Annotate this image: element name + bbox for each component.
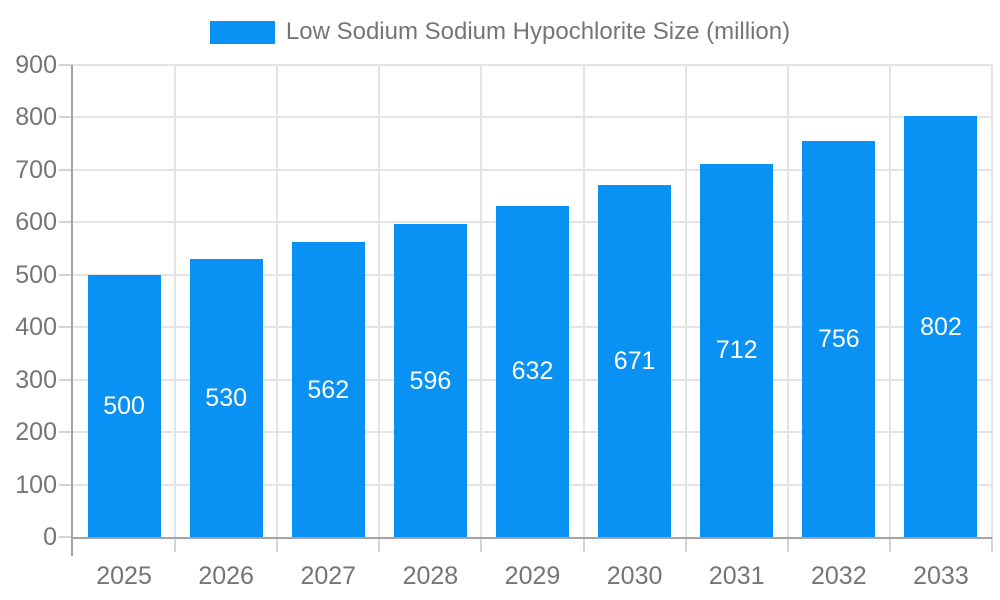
bar-value-label: 632	[511, 357, 554, 386]
y-tick-label: 200	[15, 418, 57, 447]
x-tick	[582, 537, 585, 552]
x-gridline	[276, 65, 279, 537]
x-gridline	[582, 65, 585, 537]
legend[interactable]: Low Sodium Sodium Hypochlorite Size (mil…	[0, 18, 1000, 46]
bar[interactable]	[87, 274, 161, 537]
bar[interactable]	[393, 224, 467, 537]
x-tick	[480, 537, 483, 552]
y-tick	[59, 273, 73, 276]
x-gridline	[786, 65, 789, 537]
y-tick-label: 100	[15, 470, 57, 499]
y-tick	[59, 536, 73, 538]
legend-swatch-icon	[209, 20, 275, 44]
x-gridline	[888, 65, 891, 537]
y-tick-label: 300	[15, 365, 57, 394]
bar[interactable]	[598, 185, 672, 537]
bar-value-label: 530	[205, 384, 248, 413]
y-tick-label: 900	[15, 51, 57, 79]
x-tick-label: 2027	[300, 562, 357, 590]
bar-value-label: 596	[409, 366, 452, 395]
y-tick	[59, 431, 73, 434]
bar-value-label: 562	[307, 375, 350, 404]
bar[interactable]	[700, 163, 774, 537]
x-tick-label: 2029	[504, 562, 561, 590]
bar[interactable]	[904, 116, 978, 537]
x-tick	[684, 537, 687, 552]
bar-value-label: 756	[817, 324, 860, 353]
x-gridline	[991, 65, 993, 537]
bar-value-label: 500	[103, 391, 145, 420]
bar[interactable]	[189, 259, 263, 537]
y-tick-label: 800	[15, 103, 57, 132]
y-gridline	[73, 64, 992, 66]
x-tick	[786, 537, 789, 552]
x-tick-label: 2025	[96, 562, 152, 590]
y-axis-line	[71, 65, 73, 556]
y-tick	[59, 483, 73, 486]
x-tick	[888, 537, 891, 552]
bar-value-label: 712	[715, 336, 758, 365]
x-gridline	[174, 65, 177, 537]
x-tick-label: 2032	[811, 562, 867, 590]
x-gridline	[378, 65, 381, 537]
x-gridline	[480, 65, 483, 537]
y-tick-label: 0	[43, 523, 57, 551]
y-tick-label: 600	[15, 208, 57, 237]
y-tick-label: 400	[15, 313, 57, 342]
y-tick	[59, 116, 73, 119]
y-tick	[59, 168, 73, 171]
y-tick-label: 700	[15, 155, 57, 184]
y-tick	[59, 326, 73, 329]
legend-label: Low Sodium Sodium Hypochlorite Size (mil…	[285, 18, 791, 45]
bar[interactable]	[496, 205, 569, 537]
y-tick	[59, 221, 73, 224]
bar[interactable]	[802, 140, 876, 537]
x-tick-label: 2033	[913, 562, 969, 590]
x-gridline	[684, 65, 687, 537]
x-tick	[174, 537, 177, 552]
x-tick-label: 2030	[606, 562, 663, 590]
y-gridline	[73, 168, 992, 171]
x-tick-label: 2031	[708, 562, 765, 590]
bar[interactable]	[291, 242, 365, 537]
bar-value-label: 802	[920, 312, 962, 341]
x-tick	[991, 537, 993, 552]
x-tick	[276, 537, 279, 552]
x-tick-label: 2026	[198, 562, 254, 590]
y-tick-label: 500	[15, 260, 57, 289]
x-tick-label: 2028	[402, 562, 459, 590]
y-tick	[59, 64, 73, 66]
bar-value-label: 671	[613, 347, 656, 376]
y-gridline	[73, 116, 992, 119]
x-axis-line	[71, 537, 992, 539]
x-tick	[378, 537, 381, 552]
y-tick	[59, 378, 73, 381]
